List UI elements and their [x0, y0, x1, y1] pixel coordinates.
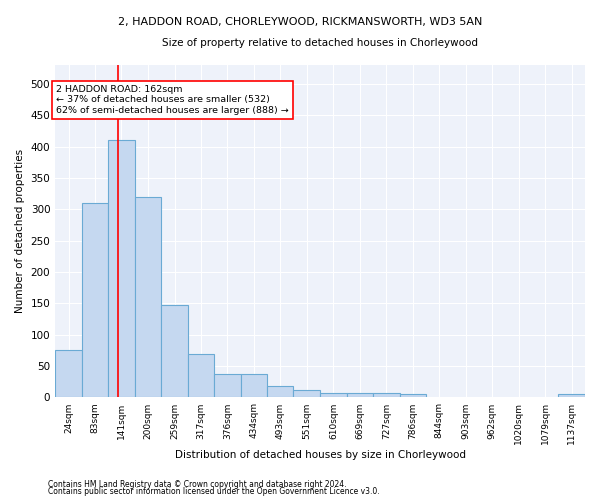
- Text: Contains HM Land Registry data © Crown copyright and database right 2024.: Contains HM Land Registry data © Crown c…: [48, 480, 347, 489]
- Text: 2, HADDON ROAD, CHORLEYWOOD, RICKMANSWORTH, WD3 5AN: 2, HADDON ROAD, CHORLEYWOOD, RICKMANSWOR…: [118, 18, 482, 28]
- Bar: [161, 304, 188, 398]
- Bar: [373, 393, 400, 398]
- Bar: [320, 393, 347, 398]
- Bar: [82, 203, 108, 398]
- Bar: [559, 394, 585, 398]
- Bar: [347, 393, 373, 398]
- Bar: [241, 374, 267, 398]
- Bar: [267, 386, 293, 398]
- Bar: [400, 394, 426, 398]
- Text: 2 HADDON ROAD: 162sqm
← 37% of detached houses are smaller (532)
62% of semi-det: 2 HADDON ROAD: 162sqm ← 37% of detached …: [56, 85, 289, 115]
- Bar: [188, 354, 214, 398]
- Title: Size of property relative to detached houses in Chorleywood: Size of property relative to detached ho…: [162, 38, 478, 48]
- Bar: [108, 140, 135, 398]
- X-axis label: Distribution of detached houses by size in Chorleywood: Distribution of detached houses by size …: [175, 450, 466, 460]
- Bar: [135, 196, 161, 398]
- Y-axis label: Number of detached properties: Number of detached properties: [15, 149, 25, 314]
- Bar: [293, 390, 320, 398]
- Bar: [55, 350, 82, 398]
- Text: Contains public sector information licensed under the Open Government Licence v3: Contains public sector information licen…: [48, 487, 380, 496]
- Bar: [214, 374, 241, 398]
